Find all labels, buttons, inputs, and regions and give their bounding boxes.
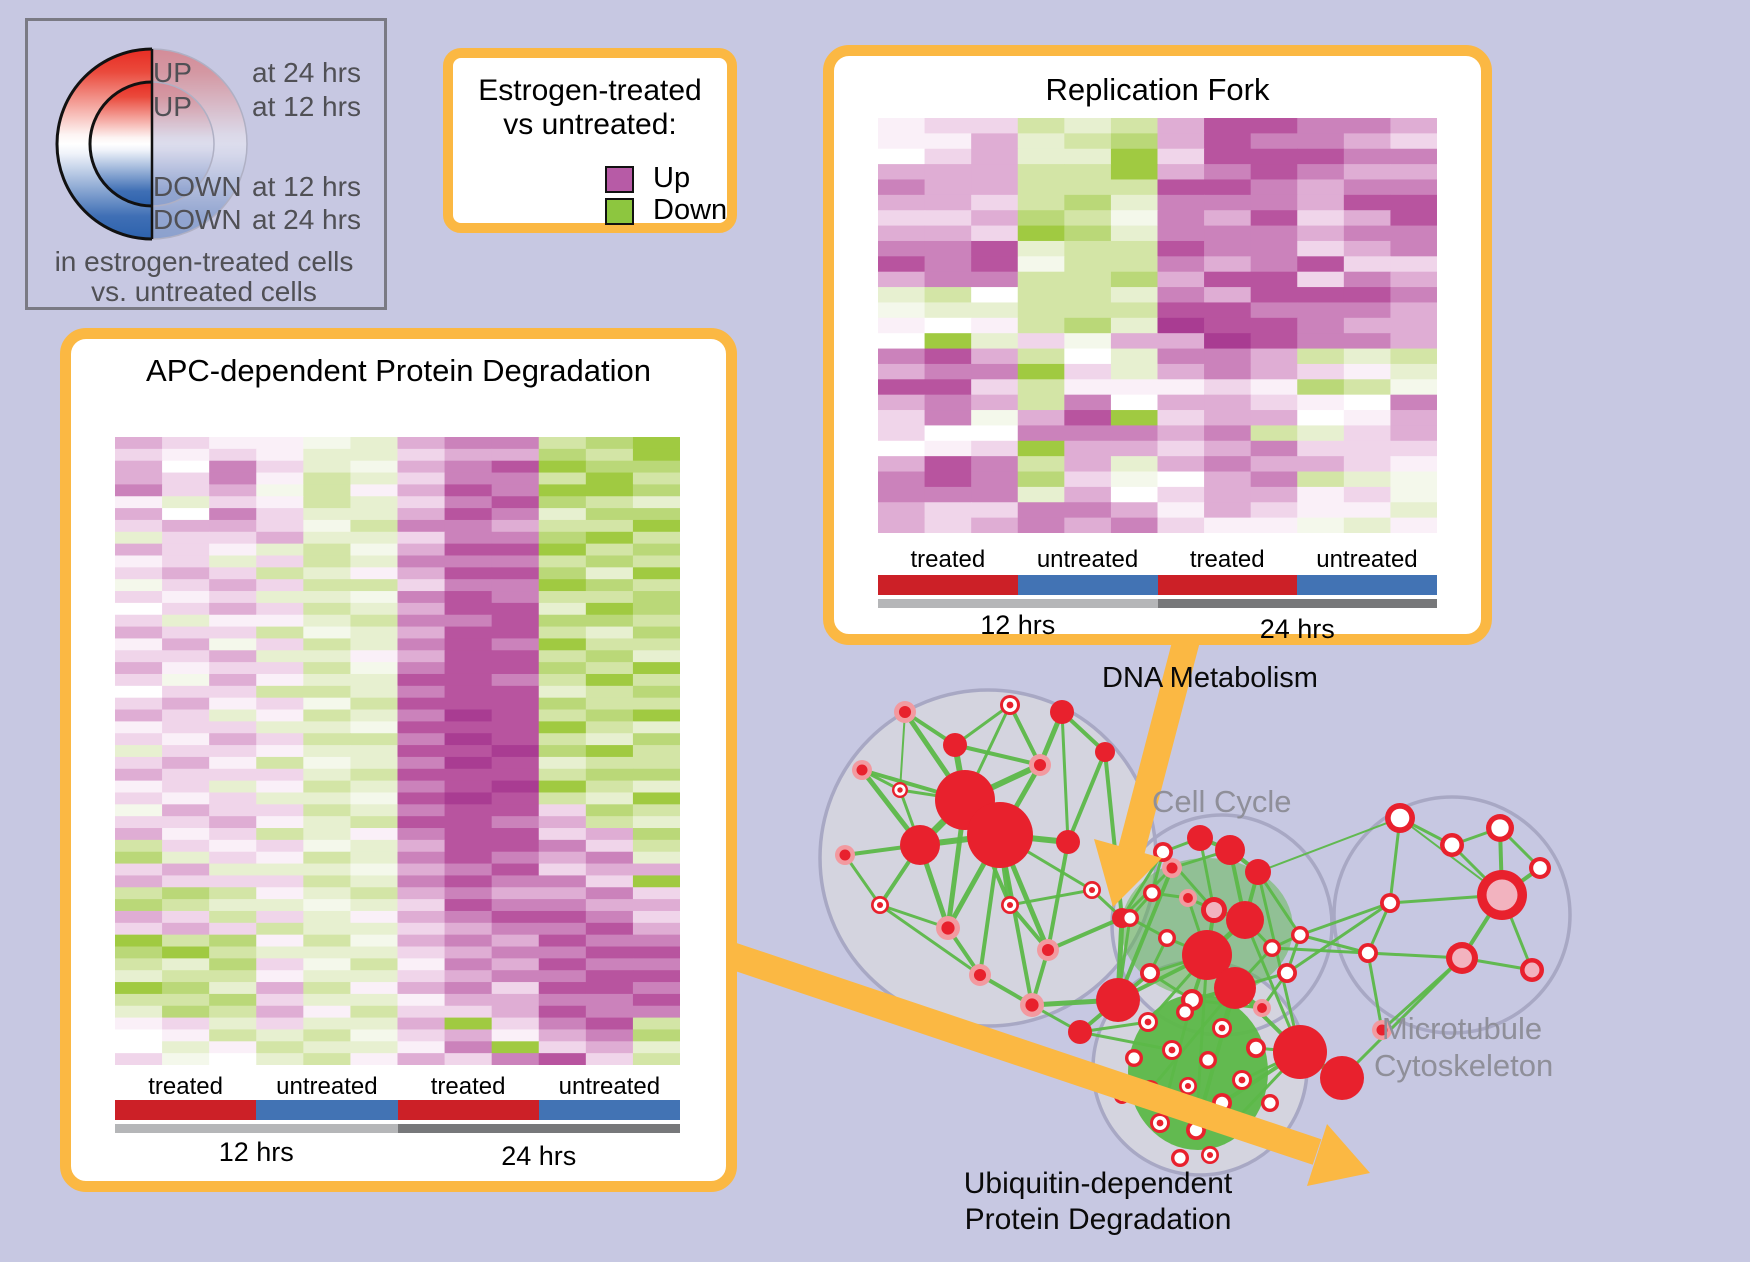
down-color-swatch: [605, 198, 634, 225]
rf-group-label-untreated-24: untreated: [1316, 546, 1418, 573]
rf-time-bar: [878, 599, 1437, 608]
microtubule-cytoskeleton-label: Microtubule Cytoskeleton: [1374, 1010, 1554, 1084]
updown-circle-glyph: [55, 47, 248, 241]
up-swatch-label: Up: [653, 162, 691, 194]
estrogen-legend-title-line2: vs untreated:: [503, 108, 677, 141]
up-color-swatch: [605, 166, 634, 193]
apc-24hrs-label: 24 hrs: [501, 1141, 577, 1171]
legend-down-12-word: DOWN: [153, 171, 242, 202]
rf-bar-untreated-24: [1297, 575, 1437, 595]
apc-bar-24hrs: [397, 1124, 680, 1133]
ubiquitin-label-line2: Protein Degradation: [964, 1203, 1232, 1236]
replication-fork-title: Replication Fork: [1045, 72, 1270, 107]
apc-treatment-bar: [115, 1100, 680, 1120]
estrogen-legend-title-line1: Estrogen-treated: [478, 74, 702, 107]
legend-footer-line2: vs. untreated cells: [91, 276, 317, 307]
apc-group-label-treated-12: treated: [148, 1073, 223, 1100]
rf-group-label-treated-12: treated: [910, 546, 986, 573]
rf-bar-treated-24: [1157, 575, 1298, 595]
apc-heatmap: [115, 437, 680, 1065]
legend-down-12-time: at 12 hrs: [252, 171, 361, 202]
rf-bar-24hrs: [1157, 599, 1437, 608]
apc-12hrs-label: 12 hrs: [218, 1137, 294, 1167]
microtubule-label-line1: Microtubule: [1381, 1011, 1543, 1046]
rf-treatment-bar: [878, 575, 1437, 595]
legend-up-24-word: UP: [153, 57, 192, 88]
rf-12hrs-label: 12 hrs: [980, 610, 1056, 640]
rf-24hrs-label: 24 hrs: [1259, 614, 1335, 644]
legend-down-24-word: DOWN: [153, 204, 242, 235]
rf-bar-12hrs: [878, 599, 1158, 608]
legend-down-24-time: at 24 hrs: [252, 204, 361, 235]
apc-bar-untreated-12: [256, 1100, 398, 1120]
apc-panel-title: APC-dependent Protein Degradation: [146, 353, 651, 388]
rf-bar-treated-12: [878, 575, 1018, 595]
legend-up-12-word: UP: [153, 91, 192, 122]
legend-up-12-time: at 12 hrs: [252, 91, 361, 122]
apc-degradation-panel: APC-dependent Protein Degradation treate…: [60, 328, 737, 1192]
rf-group-label-treated-24: treated: [1189, 546, 1265, 573]
rf-group-label-untreated-12: untreated: [1036, 546, 1139, 573]
replication-fork-panel: Replication Fork treated untreated treat…: [823, 45, 1492, 645]
microtubule-label-line2: Cytoskeleton: [1374, 1048, 1554, 1083]
ubiquitin-label-line1: Ubiquitin-dependent: [963, 1167, 1233, 1200]
apc-bar-treated-12: [115, 1100, 257, 1120]
apc-bar-treated-24: [397, 1100, 539, 1120]
rf-bar-untreated-12: [1017, 575, 1158, 595]
apc-group-label-treated-24: treated: [430, 1073, 506, 1100]
replication-fork-heatmap: [878, 118, 1437, 533]
updown-circle-legend: [25, 18, 387, 310]
apc-bar-12hrs: [115, 1124, 398, 1133]
cell-cycle-label: Cell Cycle: [1152, 784, 1292, 819]
apc-bar-untreated-24: [538, 1100, 680, 1120]
legend-up-24-time: at 24 hrs: [252, 57, 361, 88]
ubiquitin-degradation-label: Ubiquitin-dependent Protein Degradation: [953, 1166, 1243, 1238]
dna-metabolism-label: DNA Metabolism: [1102, 662, 1318, 694]
estrogen-updown-legend: Estrogen-treated vs untreated: Up Down: [443, 48, 737, 233]
legend-footer-line1: in estrogen-treated cells: [54, 246, 354, 277]
apc-group-label-untreated-24: untreated: [558, 1073, 661, 1100]
down-swatch-label: Down: [653, 194, 728, 226]
apc-time-bar: [115, 1124, 680, 1133]
apc-group-label-untreated-12: untreated: [276, 1073, 378, 1100]
